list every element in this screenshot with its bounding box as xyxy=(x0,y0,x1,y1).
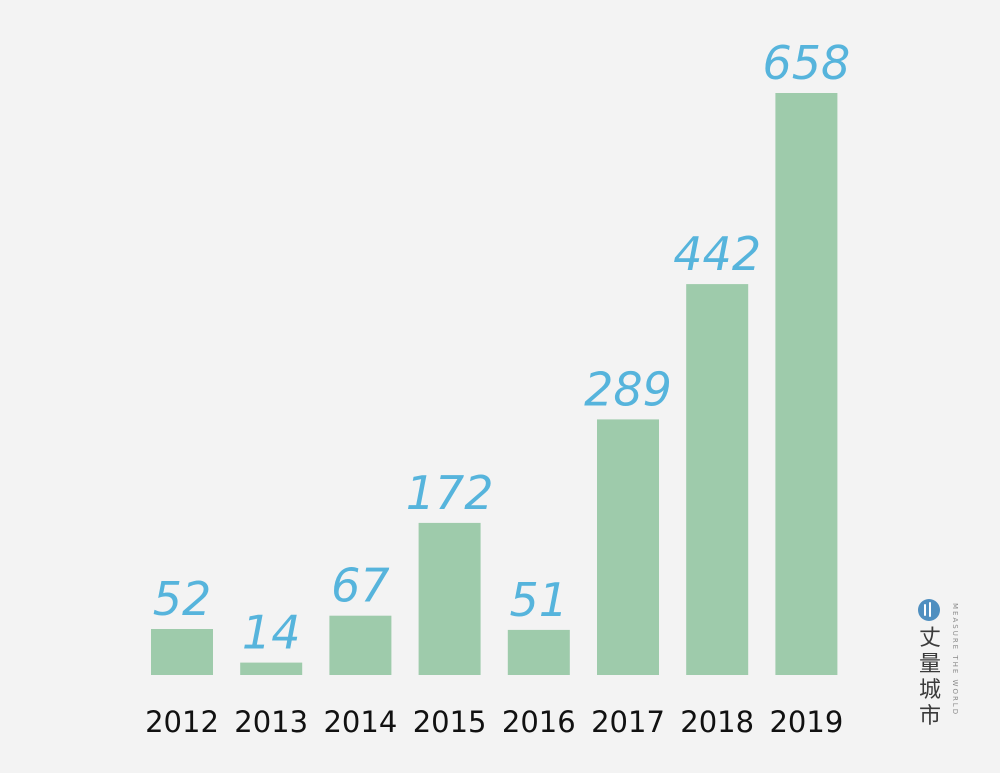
x-tick-label-2017: 2017 xyxy=(591,705,665,739)
value-label-2016: 51 xyxy=(510,573,569,627)
value-label-2018: 442 xyxy=(673,227,761,281)
value-label-2015: 172 xyxy=(406,466,494,520)
bar-2017 xyxy=(597,419,659,675)
bar-2019 xyxy=(775,93,838,675)
watermark: 丈 量 城 市 MEASURE THE WORLD xyxy=(918,599,959,729)
value-label-2012: 52 xyxy=(153,572,212,626)
x-tick-label-2014: 2014 xyxy=(323,705,397,739)
value-label-2019: 658 xyxy=(762,36,850,90)
x-tick-label-2012: 2012 xyxy=(145,705,219,739)
bar-2015 xyxy=(418,522,481,675)
bar-2012 xyxy=(151,629,213,675)
watermark-char-4: 市 xyxy=(919,704,941,729)
value-label-2013: 14 xyxy=(242,606,301,660)
value-label-2014: 67 xyxy=(331,559,390,613)
bar-2013 xyxy=(240,662,303,675)
watermark-english: MEASURE THE WORLD xyxy=(951,603,959,716)
x-tick-label-2013: 2013 xyxy=(234,705,308,739)
bars-group xyxy=(151,93,838,675)
watermark-char-3: 城 xyxy=(919,678,941,703)
x-tick-label-2015: 2015 xyxy=(413,705,487,739)
watermark-char-2: 量 xyxy=(919,652,941,677)
bar-2016 xyxy=(507,629,570,675)
x-tick-labels-group: 2012 2013 2014 2015 2016 2017 2018 2019 xyxy=(145,705,843,739)
value-labels-group: 52 14 67 172 51 289 442 658 xyxy=(153,36,851,660)
value-label-2017: 289 xyxy=(584,362,672,416)
x-tick-label-2018: 2018 xyxy=(680,705,754,739)
x-tick-label-2016: 2016 xyxy=(502,705,576,739)
watermark-char-1: 丈 xyxy=(919,626,941,651)
bar-2014 xyxy=(329,615,392,675)
x-tick-label-2019: 2019 xyxy=(769,705,843,739)
bar-2018 xyxy=(686,284,749,675)
